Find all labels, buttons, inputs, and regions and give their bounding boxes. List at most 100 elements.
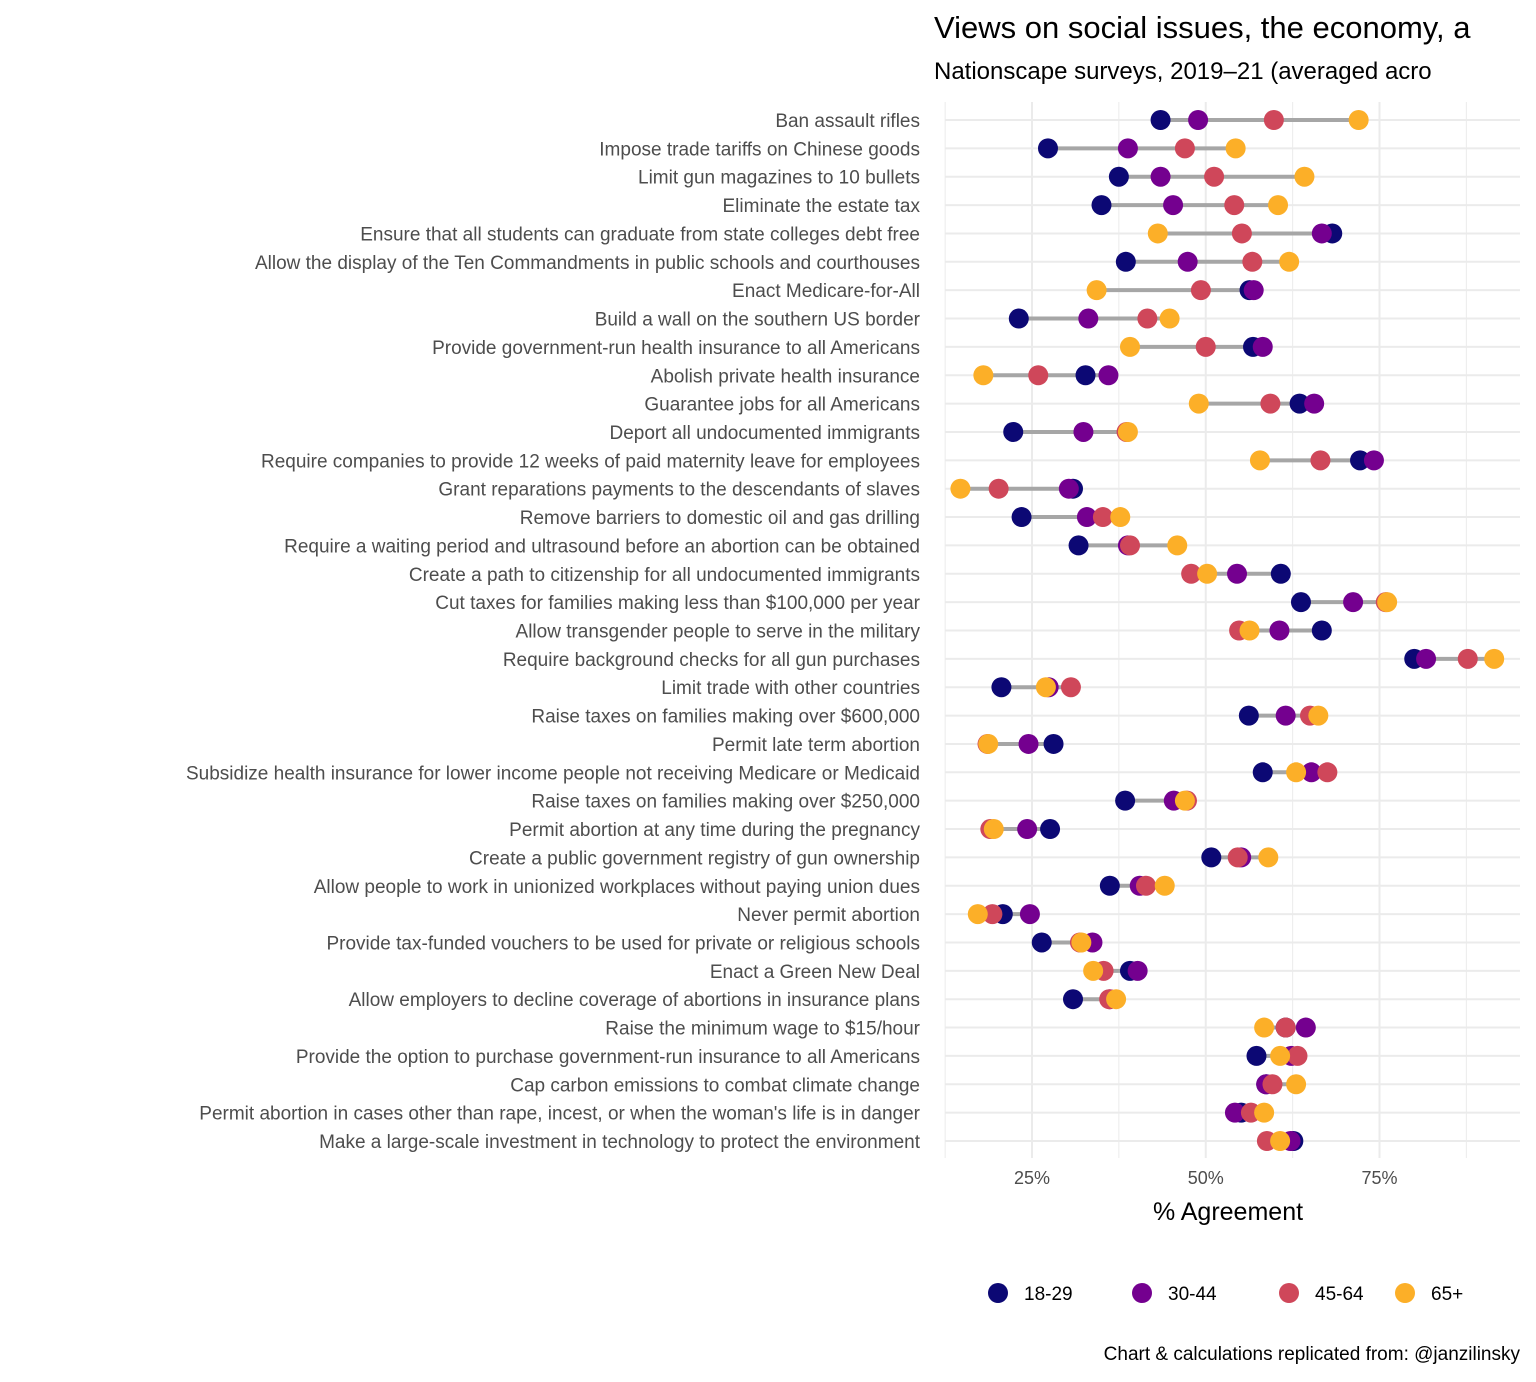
data-point-65+ — [1239, 620, 1260, 641]
data-point-18-29 — [1270, 563, 1291, 584]
data-point-18-29 — [1068, 535, 1089, 556]
y-tick-label: Create a public government registry of g… — [469, 848, 920, 869]
data-point-65+ — [950, 478, 971, 499]
data-point-30-44 — [1078, 308, 1099, 329]
data-point-45-64 — [1028, 365, 1049, 386]
data-point-65+ — [1286, 762, 1307, 783]
y-tick-label: Allow the display of the Ten Commandment… — [255, 253, 920, 274]
data-point-18-29 — [1063, 989, 1084, 1010]
data-point-45-64 — [1457, 648, 1478, 669]
data-point-65+ — [1348, 110, 1369, 130]
data-point-65+ — [1117, 421, 1138, 442]
data-point-30-44 — [1269, 620, 1290, 641]
data-point-65+ — [1294, 166, 1315, 187]
data-point-45-64 — [1310, 450, 1331, 471]
y-tick-label: Guarantee jobs for all Americans — [644, 395, 920, 416]
legend-label: 65+ — [1431, 1284, 1463, 1305]
data-point-30-44 — [1304, 393, 1325, 414]
data-point-30-44 — [1177, 251, 1198, 272]
data-point-65+ — [1484, 648, 1505, 669]
y-tick-label: Never permit abortion — [737, 905, 920, 926]
data-point-30-44 — [1019, 904, 1040, 925]
data-point-65+ — [1167, 535, 1188, 556]
data-point-18-29 — [1150, 110, 1171, 130]
data-point-45-64 — [1119, 535, 1140, 556]
data-point-18-29 — [1008, 308, 1029, 329]
data-point-45-64 — [1242, 251, 1263, 272]
data-point-45-64 — [1195, 336, 1216, 357]
data-point-18-29 — [1108, 166, 1129, 187]
data-point-30-44 — [1017, 819, 1038, 840]
y-tick-label: Cap carbon emissions to combat climate c… — [510, 1075, 920, 1096]
y-tick-label: Raise taxes on families making over $250… — [531, 792, 920, 813]
data-point-18-29 — [1031, 932, 1052, 953]
data-point-30-44 — [1252, 336, 1273, 357]
y-tick-label: Permit late term abortion — [712, 735, 920, 756]
data-point-45-64 — [982, 904, 1003, 925]
data-point-30-44 — [1275, 705, 1296, 726]
data-point-65+ — [1377, 592, 1398, 613]
data-point-65+ — [967, 904, 988, 925]
data-point-30-44 — [1073, 421, 1094, 442]
data-point-30-44 — [1163, 195, 1184, 216]
data-point-45-64 — [1317, 762, 1338, 783]
data-point-30-44 — [1117, 138, 1138, 159]
data-point-65+ — [1249, 450, 1270, 471]
data-point-65+ — [1254, 1102, 1275, 1123]
x-tick-label: 75% — [1361, 1168, 1397, 1188]
data-point-18-29 — [991, 677, 1012, 698]
data-point-18-29 — [1115, 790, 1136, 811]
data-point-30-44 — [1127, 960, 1148, 981]
data-point-65+ — [1270, 1045, 1291, 1066]
data-point-30-44 — [1363, 450, 1384, 471]
chart-caption: Chart & calculations replicated from: @j… — [1103, 1344, 1520, 1365]
data-point-18-29 — [1246, 1045, 1267, 1066]
data-point-45-64 — [1227, 847, 1248, 868]
data-point-65+ — [983, 819, 1004, 840]
data-point-18-29 — [1290, 592, 1311, 613]
data-point-65+ — [1225, 138, 1246, 159]
data-point-65+ — [1308, 705, 1329, 726]
chart-subtitle: Nationscape surveys, 2019–21 (averaged a… — [934, 58, 1432, 85]
data-point-18-29 — [1311, 620, 1332, 641]
legend-swatch-30-44 — [1132, 1283, 1152, 1303]
legend-label: 30-44 — [1168, 1284, 1217, 1305]
data-point-65+ — [1086, 280, 1107, 301]
y-tick-label: Permit abortion at any time during the p… — [509, 820, 920, 841]
data-point-45-64 — [1263, 110, 1284, 130]
y-tick-label: Allow employers to decline coverage of a… — [349, 990, 920, 1011]
data-point-45-64 — [1231, 223, 1252, 244]
y-tick-label: Cut taxes for families making less than … — [435, 593, 920, 614]
y-tick-label: Raise the minimum wage to $15/hour — [605, 1019, 920, 1040]
data-point-45-64 — [1060, 677, 1081, 698]
data-point-65+ — [1270, 1131, 1291, 1151]
data-point-30-44 — [1188, 110, 1209, 130]
data-point-65+ — [1035, 677, 1056, 698]
data-point-45-64 — [1174, 138, 1195, 159]
data-point-30-44 — [1301, 762, 1322, 783]
y-tick-label: Grant reparations payments to the descen… — [438, 480, 920, 501]
y-tick-label: Allow transgender people to serve in the… — [516, 622, 921, 643]
data-point-18-29 — [1238, 705, 1259, 726]
y-tick-label: Ban assault rifles — [775, 111, 920, 132]
legend-swatch-18-29 — [988, 1283, 1008, 1303]
data-point-65+ — [1110, 507, 1131, 528]
data-point-18-29 — [1003, 421, 1024, 442]
data-point-18-29 — [1099, 875, 1120, 896]
data-point-45-64 — [988, 478, 1009, 499]
data-point-65+ — [1268, 195, 1289, 216]
data-point-18-29 — [1040, 819, 1061, 840]
y-tick-label: Subsidize health insurance for lower inc… — [186, 763, 920, 784]
data-point-30-44 — [1018, 733, 1039, 754]
data-point-65+ — [1159, 308, 1180, 329]
y-tick-label: Limit gun magazines to 10 bullets — [638, 168, 920, 189]
data-point-18-29 — [1043, 733, 1064, 754]
legend-swatch-65+ — [1395, 1283, 1415, 1303]
legend-label: 18-29 — [1024, 1284, 1073, 1305]
data-point-30-44 — [1295, 1017, 1316, 1038]
data-point-30-44 — [1243, 280, 1264, 301]
data-point-65+ — [1147, 223, 1168, 244]
data-point-30-44 — [1150, 166, 1171, 187]
y-tick-label: Provide tax-funded vouchers to be used f… — [326, 933, 920, 954]
data-point-30-44 — [1098, 365, 1119, 386]
